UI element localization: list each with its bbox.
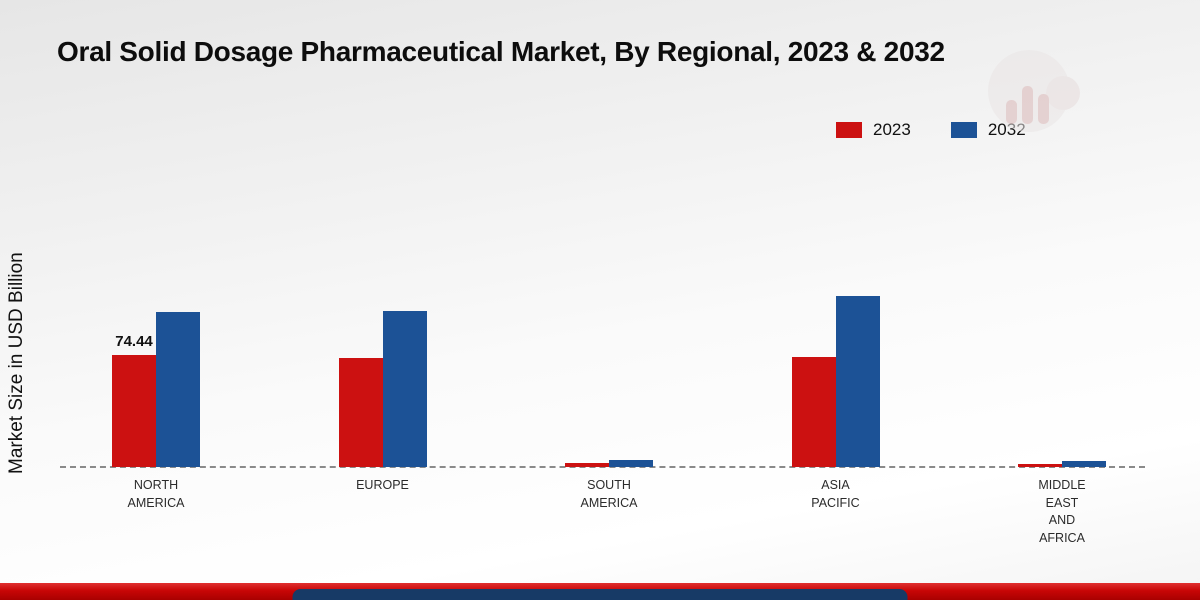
bar-2032-north-america — [156, 312, 200, 467]
x-axis-baseline — [60, 466, 1145, 468]
legend-swatch-2023-icon — [836, 122, 862, 138]
legend-swatch-2032-icon — [950, 122, 977, 138]
watermark-small-circle-icon — [1046, 76, 1080, 110]
bar-2023-europe — [338, 358, 383, 467]
legend-item-2023: 2023 — [836, 120, 911, 140]
bar-2032-asia-pacific — [835, 296, 880, 467]
bar-2023-north-america — [112, 355, 156, 467]
watermark-bar-icon — [1006, 100, 1017, 124]
category-label-europe: EUROPE — [356, 478, 409, 492]
bar-2032-middle-east-and-africa — [1062, 461, 1106, 467]
bar-2032-europe — [382, 311, 427, 467]
category-label-north-america: NORTH AMERICA — [127, 478, 185, 510]
watermark-logo — [988, 50, 1080, 142]
footer-navy-pill — [292, 589, 908, 600]
watermark-bar-icon — [1038, 94, 1049, 124]
bar-value-label-north-america: 74.44 — [115, 333, 153, 350]
legend-label-2023: 2023 — [873, 120, 911, 139]
watermark-bar-icon — [1022, 86, 1033, 124]
bar-2023-middle-east-and-africa — [1018, 464, 1062, 467]
chart-title: Oral Solid Dosage Pharmaceutical Market,… — [57, 36, 945, 67]
category-label-asia-pacific: ASIA PACIFIC — [811, 478, 860, 510]
category-label-middle-east-and-africa: MIDDLE EAST AND AFRICA — [1038, 478, 1086, 545]
bar-2023-south-america — [565, 463, 609, 467]
category-label-south-america: SOUTH AMERICA — [580, 478, 638, 510]
bar-2032-south-america — [609, 460, 653, 467]
bar-2023-asia-pacific — [791, 357, 836, 467]
